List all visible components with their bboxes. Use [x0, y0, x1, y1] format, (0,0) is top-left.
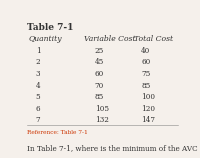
- Text: Variable Cost: Variable Cost: [84, 35, 136, 43]
- Text: 85: 85: [141, 82, 151, 90]
- Text: 40: 40: [141, 47, 151, 55]
- Text: 5: 5: [36, 93, 40, 101]
- Text: 120: 120: [141, 105, 155, 113]
- Text: 60: 60: [141, 58, 151, 67]
- Text: 3: 3: [36, 70, 40, 78]
- Text: 100: 100: [141, 93, 155, 101]
- Text: Total Cost: Total Cost: [134, 35, 173, 43]
- Text: 70: 70: [95, 82, 104, 90]
- Text: Quantity: Quantity: [28, 35, 62, 43]
- Text: Reference: Table 7-1: Reference: Table 7-1: [27, 130, 87, 135]
- Text: 60: 60: [95, 70, 104, 78]
- Text: 7: 7: [36, 116, 40, 124]
- Text: 25: 25: [95, 47, 104, 55]
- Text: In Table 7-1, where is the minimum of the AVC curve?: In Table 7-1, where is the minimum of th…: [27, 144, 200, 152]
- Text: 2: 2: [36, 58, 40, 67]
- Text: 85: 85: [95, 93, 104, 101]
- Text: 4: 4: [36, 82, 40, 90]
- Text: 45: 45: [95, 58, 104, 67]
- Text: 105: 105: [95, 105, 109, 113]
- Text: 1: 1: [36, 47, 41, 55]
- Text: 147: 147: [141, 116, 155, 124]
- Text: Table 7-1: Table 7-1: [27, 23, 73, 32]
- Text: 6: 6: [36, 105, 40, 113]
- Text: 75: 75: [141, 70, 151, 78]
- Text: 132: 132: [95, 116, 109, 124]
